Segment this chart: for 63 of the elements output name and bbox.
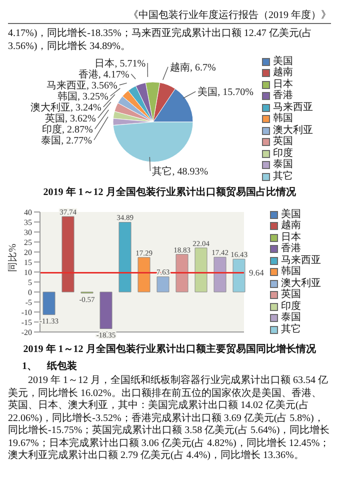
bar xyxy=(176,254,188,292)
legend-label: 美国 xyxy=(273,56,293,67)
bar xyxy=(156,276,170,292)
y-tick-label: -15 xyxy=(21,318,32,327)
legend-label: 越南 xyxy=(273,67,293,78)
legend-label: 韩国 xyxy=(273,113,293,124)
legend-label: 马来西亚 xyxy=(281,254,321,266)
bar xyxy=(42,292,56,315)
legend-label: 澳大利亚 xyxy=(281,278,321,289)
data-label: 其它, 48.93% xyxy=(152,165,208,178)
text: 2019 年 1～12 月全国包装行业累计出口额主要贸易国同比增长情况 xyxy=(22,342,317,356)
y-tick-label: 25 xyxy=(24,238,32,247)
bar xyxy=(138,257,150,292)
legend-label: 韩国 xyxy=(281,266,301,278)
legend-label: 澳大利亚 xyxy=(273,124,313,136)
y-tick-label: 5 xyxy=(28,278,32,287)
text: 2019 年 1～12 月全国包装行业累计出口额贸易国占比情况 xyxy=(42,185,297,199)
y-tick-label: 35 xyxy=(24,218,32,227)
bar xyxy=(62,216,74,292)
legend-label: 英国 xyxy=(273,136,293,148)
data-label: 英国, 3.62% xyxy=(45,112,96,124)
y-tick-label: 40 xyxy=(24,208,32,217)
data-label: 澳大利亚, 3.24% xyxy=(30,102,102,114)
data-label: 越南, 6.7% xyxy=(170,61,216,74)
bar xyxy=(214,256,226,292)
legend-label: 印度 xyxy=(281,300,301,312)
data-label: 马来西亚, 3.56% xyxy=(46,80,118,92)
legend-label: 香港 xyxy=(273,90,293,102)
legend-label: 其它 xyxy=(273,170,293,182)
y-tick-label: 20 xyxy=(24,248,32,257)
legend-label: 日本 xyxy=(273,78,293,90)
legend-label: 日本 xyxy=(281,232,301,243)
data-label: 香港, 4.17% xyxy=(78,68,130,80)
data-label: 美国, 15.70% xyxy=(198,86,254,98)
y-tick-label: -20 xyxy=(21,328,32,337)
y-tick-label: -10 xyxy=(21,308,32,317)
bar xyxy=(232,258,246,292)
data-label: 印度, 2.87% xyxy=(42,124,93,136)
legend-label: 英国 xyxy=(281,289,301,300)
data-label: 韩国, 3.25% xyxy=(58,90,108,102)
legend-label: 其它 xyxy=(281,324,301,336)
bar xyxy=(118,222,132,292)
data-label: 泰国, 2.77% xyxy=(41,136,92,146)
text: 2019 年 1～12 月，全国纸和纸板制容器行业完成累计出口额 63.54 亿美元，同比增长 16.02%。出口额排在前五位的国家依次是美国、香港、英国、日本、澳大利亚，其中：美国完成累计出口额 14.02 亿美元(占 22.06%)，同比增长-3.52%；香港完成累计出口额 3.69 亿美元(占 5.8%)，同比增长-15.75%；英国完成累计出口额 3.58 亿美元(占 5.64%)，同比增长 19.67%；日本完成累计出口额 3.06 亿美元(占 4.82%)，同比增长 12.45%；澳大利亚完成累计出口额 2.79 亿美元(占 4.4%)，同比增长 13.36%。 xyxy=(8,375,331,462)
legend-label: 泰国 xyxy=(281,312,301,324)
legend-label: 印度 xyxy=(273,148,293,159)
y-tick-label: 15 xyxy=(24,258,32,267)
y-tick-label: 10 xyxy=(24,268,32,277)
y-tick-label: 0 xyxy=(28,288,32,297)
data-label: 日本, 5.71% xyxy=(94,58,146,70)
legend-label: 泰国 xyxy=(273,159,293,170)
ref-line-label: 9.64 xyxy=(249,268,265,278)
text: 1、 纸包装 xyxy=(22,360,78,373)
legend-label: 香港 xyxy=(281,243,301,254)
y-tick-label: -5 xyxy=(25,298,32,307)
text: 《中国包装行业年度运行报告（2019 年度）》 xyxy=(8,8,331,24)
bar xyxy=(100,292,112,329)
legend-label: 美国 xyxy=(281,208,301,220)
bar xyxy=(194,248,208,292)
legend-label: 越南 xyxy=(281,220,301,232)
legend-label: 马来西亚 xyxy=(273,102,313,113)
y-tick-label: 30 xyxy=(24,228,32,237)
text: 4.17%)，同比增长-18.35%；马来西亚完成累计出口额 12.47 亿美元(占 3.56%)，同比增长 34.89%。 xyxy=(8,27,314,53)
